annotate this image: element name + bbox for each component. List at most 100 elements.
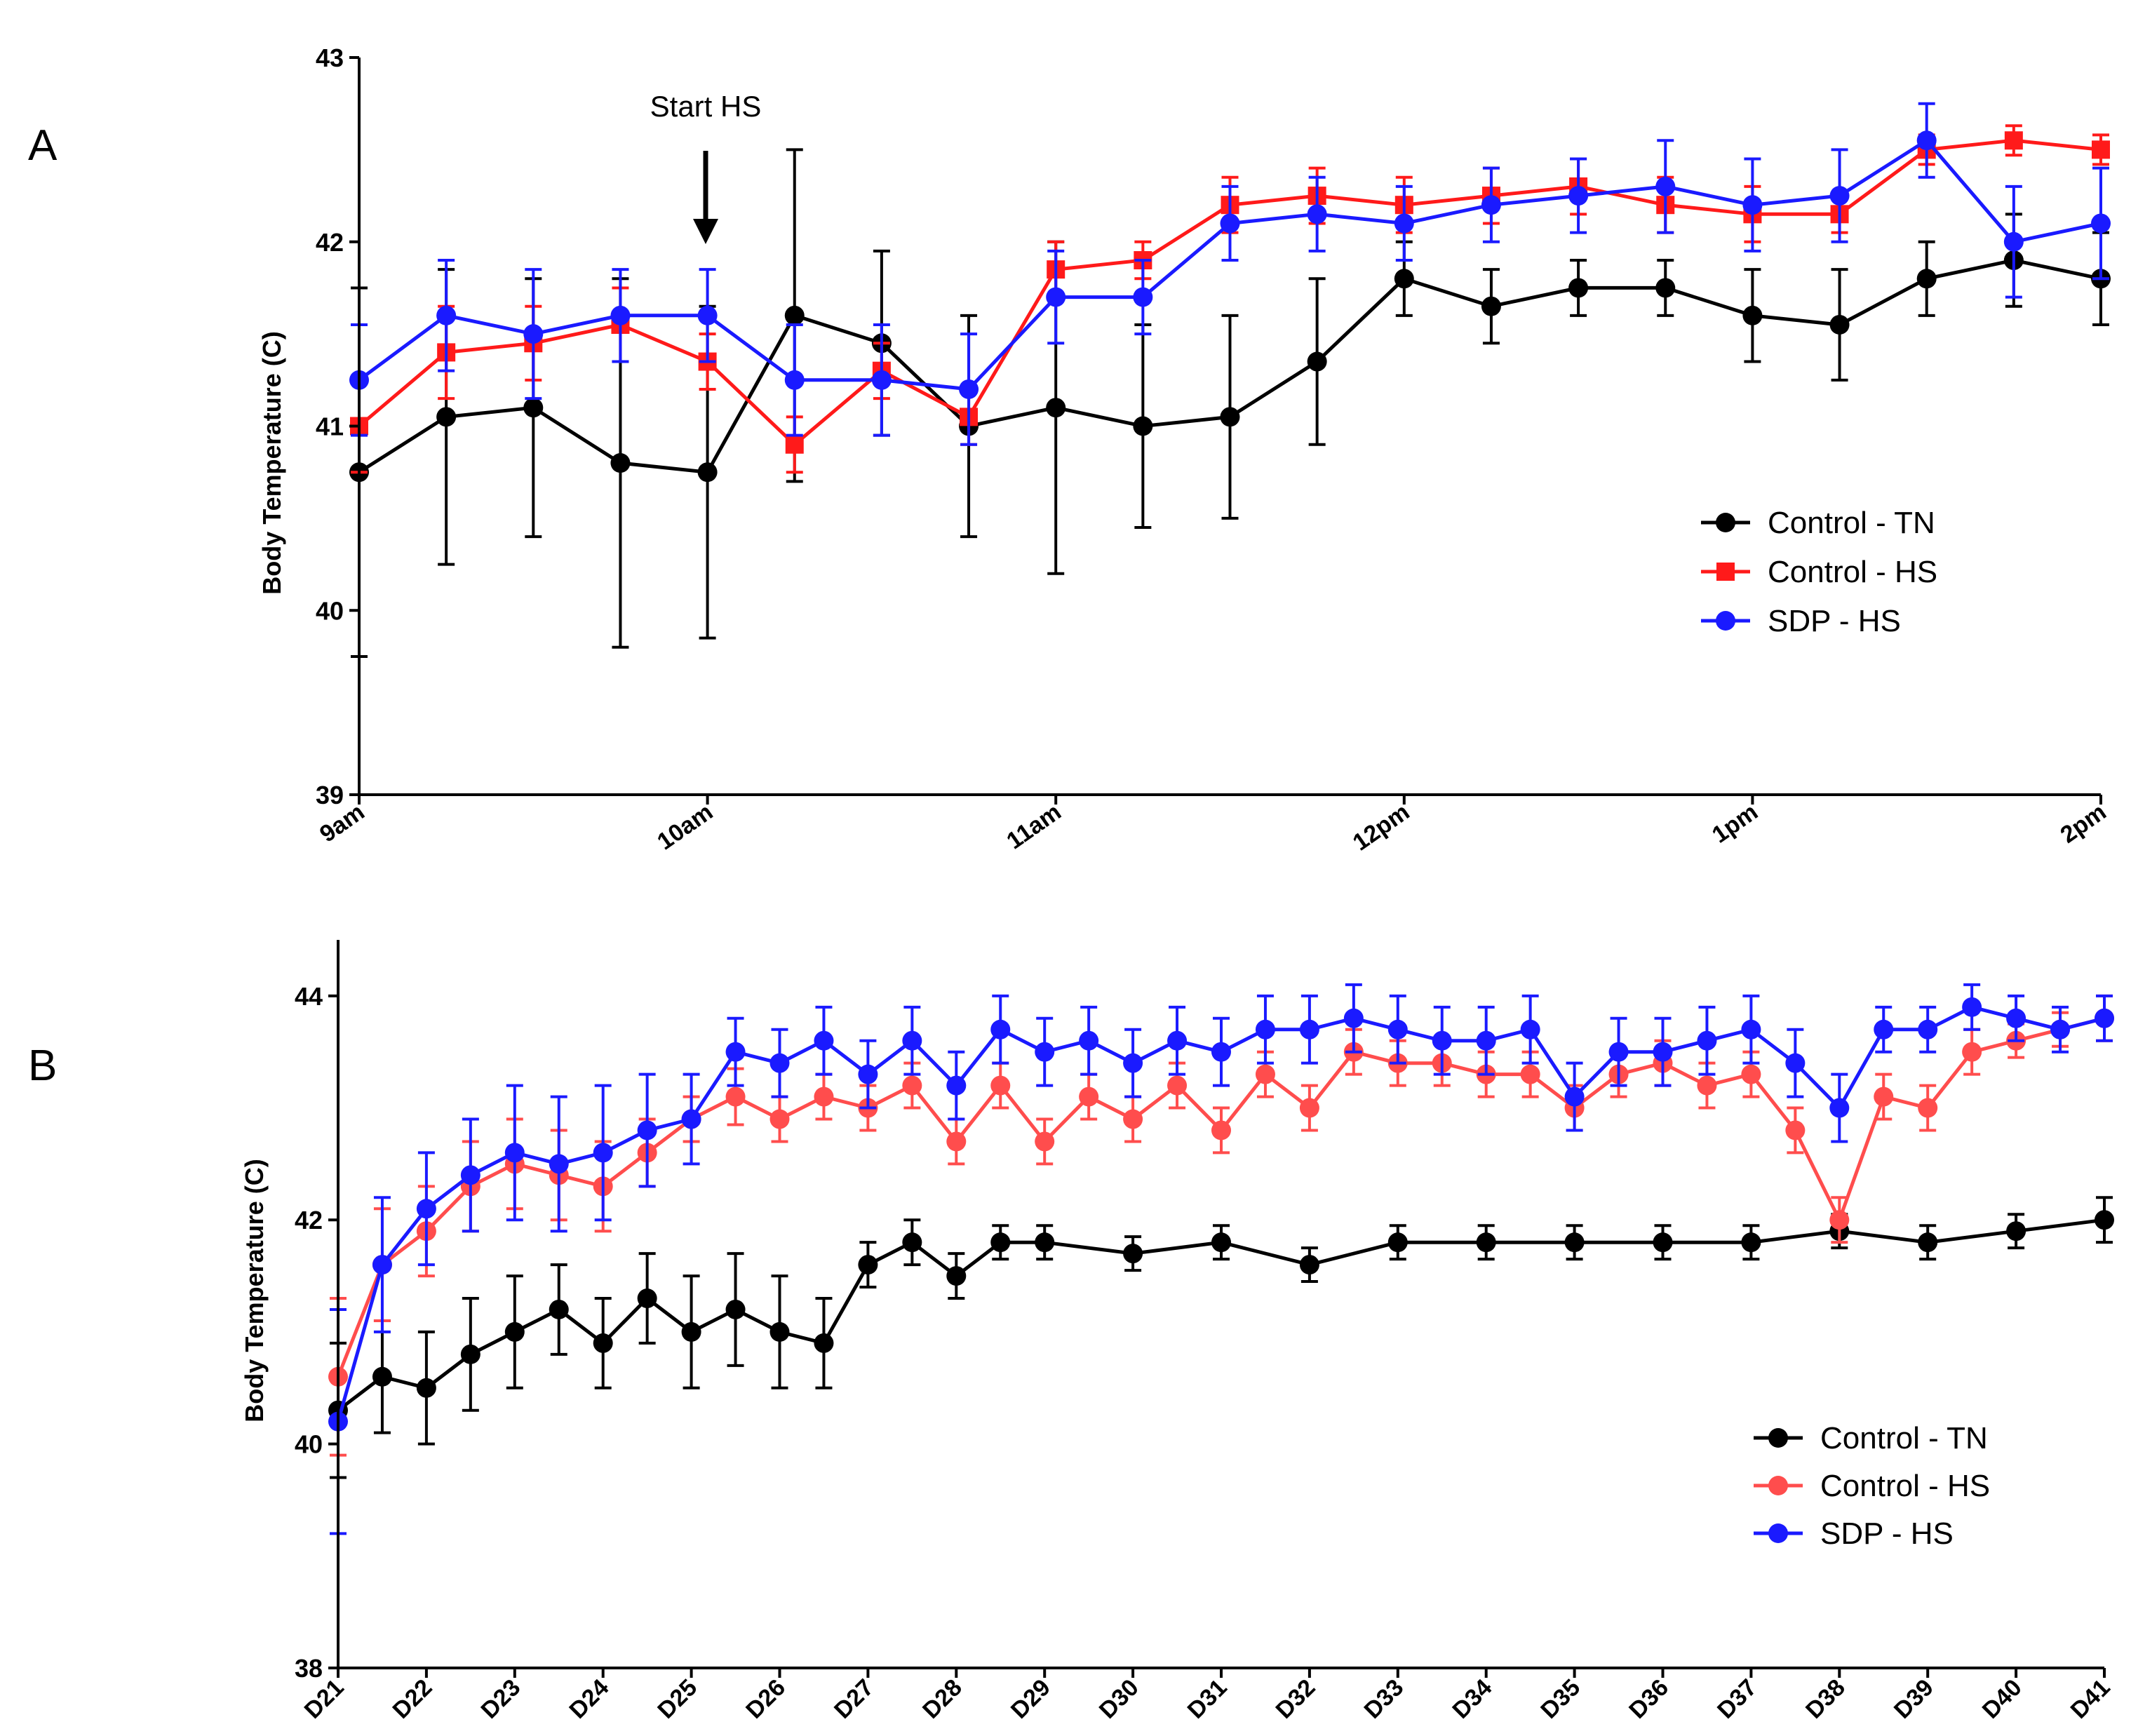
panel-b-series-sdp-hs-point <box>1829 1098 1850 1118</box>
panel-b-series-control-tn-point <box>946 1266 967 1286</box>
panel-a-ytick-label-41: 41 <box>316 412 344 441</box>
panel-a-series-control-tn-point <box>1742 305 1763 325</box>
panel-b-series-sdp-hs-point <box>1918 1019 1938 1039</box>
panel-b-series-control-tn-point <box>1653 1232 1673 1253</box>
panel-b-series-control-hs-point <box>1829 1210 1850 1230</box>
panel-b-series-sdp-hs-point <box>1299 1019 1319 1039</box>
panel-b-series-sdp-hs-point <box>725 1042 746 1062</box>
panel-b-series-sdp-hs-point <box>946 1075 967 1096</box>
panel-b-series-control-tn-point <box>681 1321 701 1342</box>
panel-a-series-sdp-hs-point <box>1133 287 1153 307</box>
panel-a-series-sdp-hs-point <box>523 324 544 344</box>
panel-b-series-sdp-hs-point <box>1785 1053 1806 1073</box>
panel-b-series-control-tn-point <box>1299 1255 1319 1275</box>
panel-b-series-sdp-hs-point <box>1697 1030 1717 1051</box>
panel-b-series-sdp-hs <box>328 983 2114 1535</box>
panel-a-series-control-tn-point <box>1829 314 1850 335</box>
panel-a-legend: Control - TN Control - HS SDP - HS <box>1701 506 1937 638</box>
panel-b-legend-entry-control-tn-marker <box>1768 1428 1788 1448</box>
panel-b-series-control-hs-point <box>902 1075 922 1096</box>
panel-b-series-control-hs-point <box>1299 1098 1319 1118</box>
panel-a-series-sdp-hs-point <box>2091 213 2111 234</box>
panel-b-series-sdp-hs-point <box>1520 1019 1540 1039</box>
panel-b-series-control-tn-point <box>2095 1210 2114 1230</box>
panel-b-series-sdp-hs-point <box>2095 1008 2114 1028</box>
panel-b-series-control-hs-point <box>1874 1086 1894 1107</box>
panel-b-series-control-hs-point <box>814 1086 834 1107</box>
panel-a-series-sdp-hs-point <box>436 305 457 325</box>
panel-b-series-control-tn-point <box>637 1288 657 1309</box>
panel-b-series-sdp-hs-point <box>1211 1042 1231 1062</box>
panel-a-legend-entry-control-tn-marker <box>1716 513 1735 532</box>
panel-a-series-control-tn-point <box>1481 296 1501 316</box>
panel-b-series-control-tn <box>328 1196 2114 1479</box>
panel-a-series-sdp-hs-point <box>1916 130 1937 151</box>
panel-b-series-sdp-hs-point <box>504 1143 525 1163</box>
panel-a-series-control-hs-point <box>785 435 804 454</box>
panel-a-series-control-hs-point <box>2092 140 2110 159</box>
panel-b-series-control-hs-point <box>946 1131 967 1152</box>
panel-b-series-sdp-hs-point <box>2006 1008 2026 1028</box>
panel-b-series-sdp-hs-point <box>814 1030 834 1051</box>
panel-a-series-sdp-hs-point <box>1307 204 1327 224</box>
panel-b-legend-entry-control-hs-marker <box>1768 1476 1788 1495</box>
panel-b-series-control-hs-point <box>990 1075 1011 1096</box>
panel-b-series-sdp-hs-point <box>1255 1019 1275 1039</box>
panel-b-series-sdp-hs-point <box>902 1030 922 1051</box>
panel-b-series-control-tn-point <box>1476 1232 1496 1253</box>
panel-b-series-control-hs-point <box>1167 1075 1188 1096</box>
panel-a-legend-entry-control-hs-label: Control - HS <box>1768 555 1937 589</box>
panel-b-series <box>328 983 2114 1535</box>
panel-b-series-sdp-hs-point <box>1564 1086 1585 1107</box>
panel-b-series-control-hs-point <box>1697 1075 1717 1096</box>
panel-b-series-control-hs-point <box>1211 1120 1231 1140</box>
panel-a-series-control-tn-point <box>784 305 805 325</box>
panel-a-ytick-label-40: 40 <box>316 596 344 625</box>
panel-a-legend-entry-sdp-hs: SDP - HS <box>1701 604 1901 638</box>
panel-b-series-sdp-hs-point <box>681 1109 701 1129</box>
panel-a-series-sdp-hs-point <box>2003 231 2024 252</box>
panel-b-ytick-label-44: 44 <box>295 982 323 1011</box>
panel-b-series-sdp-hs-point <box>1123 1053 1143 1073</box>
panel-a-series-control-tn-point <box>436 407 457 427</box>
panel-b-legend-entry-sdp-hs: SDP - HS <box>1754 1516 1954 1551</box>
panel-a-series <box>349 102 2111 658</box>
panel-b-series-control-hs-point <box>1035 1131 1055 1152</box>
panel-b-ytick-label-42: 42 <box>295 1206 323 1234</box>
panel-b-ytick-label-38: 38 <box>295 1654 323 1683</box>
panel-a-series-sdp-hs <box>349 102 2111 446</box>
panel-a-ytick-label-43: 43 <box>316 43 344 72</box>
panel-b-series-control-hs-point <box>1741 1064 1761 1084</box>
panel-a-annotation: Start HS <box>650 90 762 244</box>
panel-b-legend-entry-control-tn-label: Control - TN <box>1820 1421 1988 1455</box>
panel-b-series-control-tn-point <box>1123 1244 1143 1264</box>
panel-b-series-sdp-hs-point <box>1035 1042 1055 1062</box>
panel-a-series-control-tn-point <box>1394 269 1414 289</box>
panel-b-series-control-tn-point <box>504 1321 525 1342</box>
panel-a-series-control-hs-point <box>2004 131 2023 150</box>
panel-a-series-sdp-hs-point <box>871 370 892 390</box>
panel-b-series-sdp-hs-point <box>460 1165 480 1185</box>
panel-a-series-control-tn-point <box>1307 351 1327 372</box>
panel-b-series-control-tn-point <box>902 1232 922 1253</box>
start-hs-annotation: Start HS <box>650 90 762 123</box>
panel-a-series-sdp-hs-point <box>1220 213 1240 234</box>
panel-a-series-control-tn-point <box>1133 416 1153 436</box>
panel-b-series-control-hs-point <box>1255 1064 1275 1084</box>
panel-a-series-control-tn-point <box>523 398 544 418</box>
panel-a-series-control-tn-point <box>610 453 631 473</box>
panel-b-series-sdp-hs-point <box>990 1019 1011 1039</box>
start-hs-arrow-head <box>693 219 718 244</box>
panel-b-series-control-tn-point <box>814 1333 834 1353</box>
panel-b-series-sdp-hs-point <box>637 1120 657 1140</box>
panel-b-ytick-label-40: 40 <box>295 1430 323 1459</box>
panel-a-y-axis-title: Body Temperature (C) <box>257 331 286 594</box>
panel-a-series-sdp-hs-point <box>784 370 805 390</box>
panel-a-series-control-tn-point <box>1568 278 1589 298</box>
panel-b-series-sdp-hs-point <box>372 1255 392 1275</box>
panel-b-series-sdp-hs-point <box>593 1143 613 1163</box>
panel-a-series-control-tn-point <box>1220 407 1240 427</box>
